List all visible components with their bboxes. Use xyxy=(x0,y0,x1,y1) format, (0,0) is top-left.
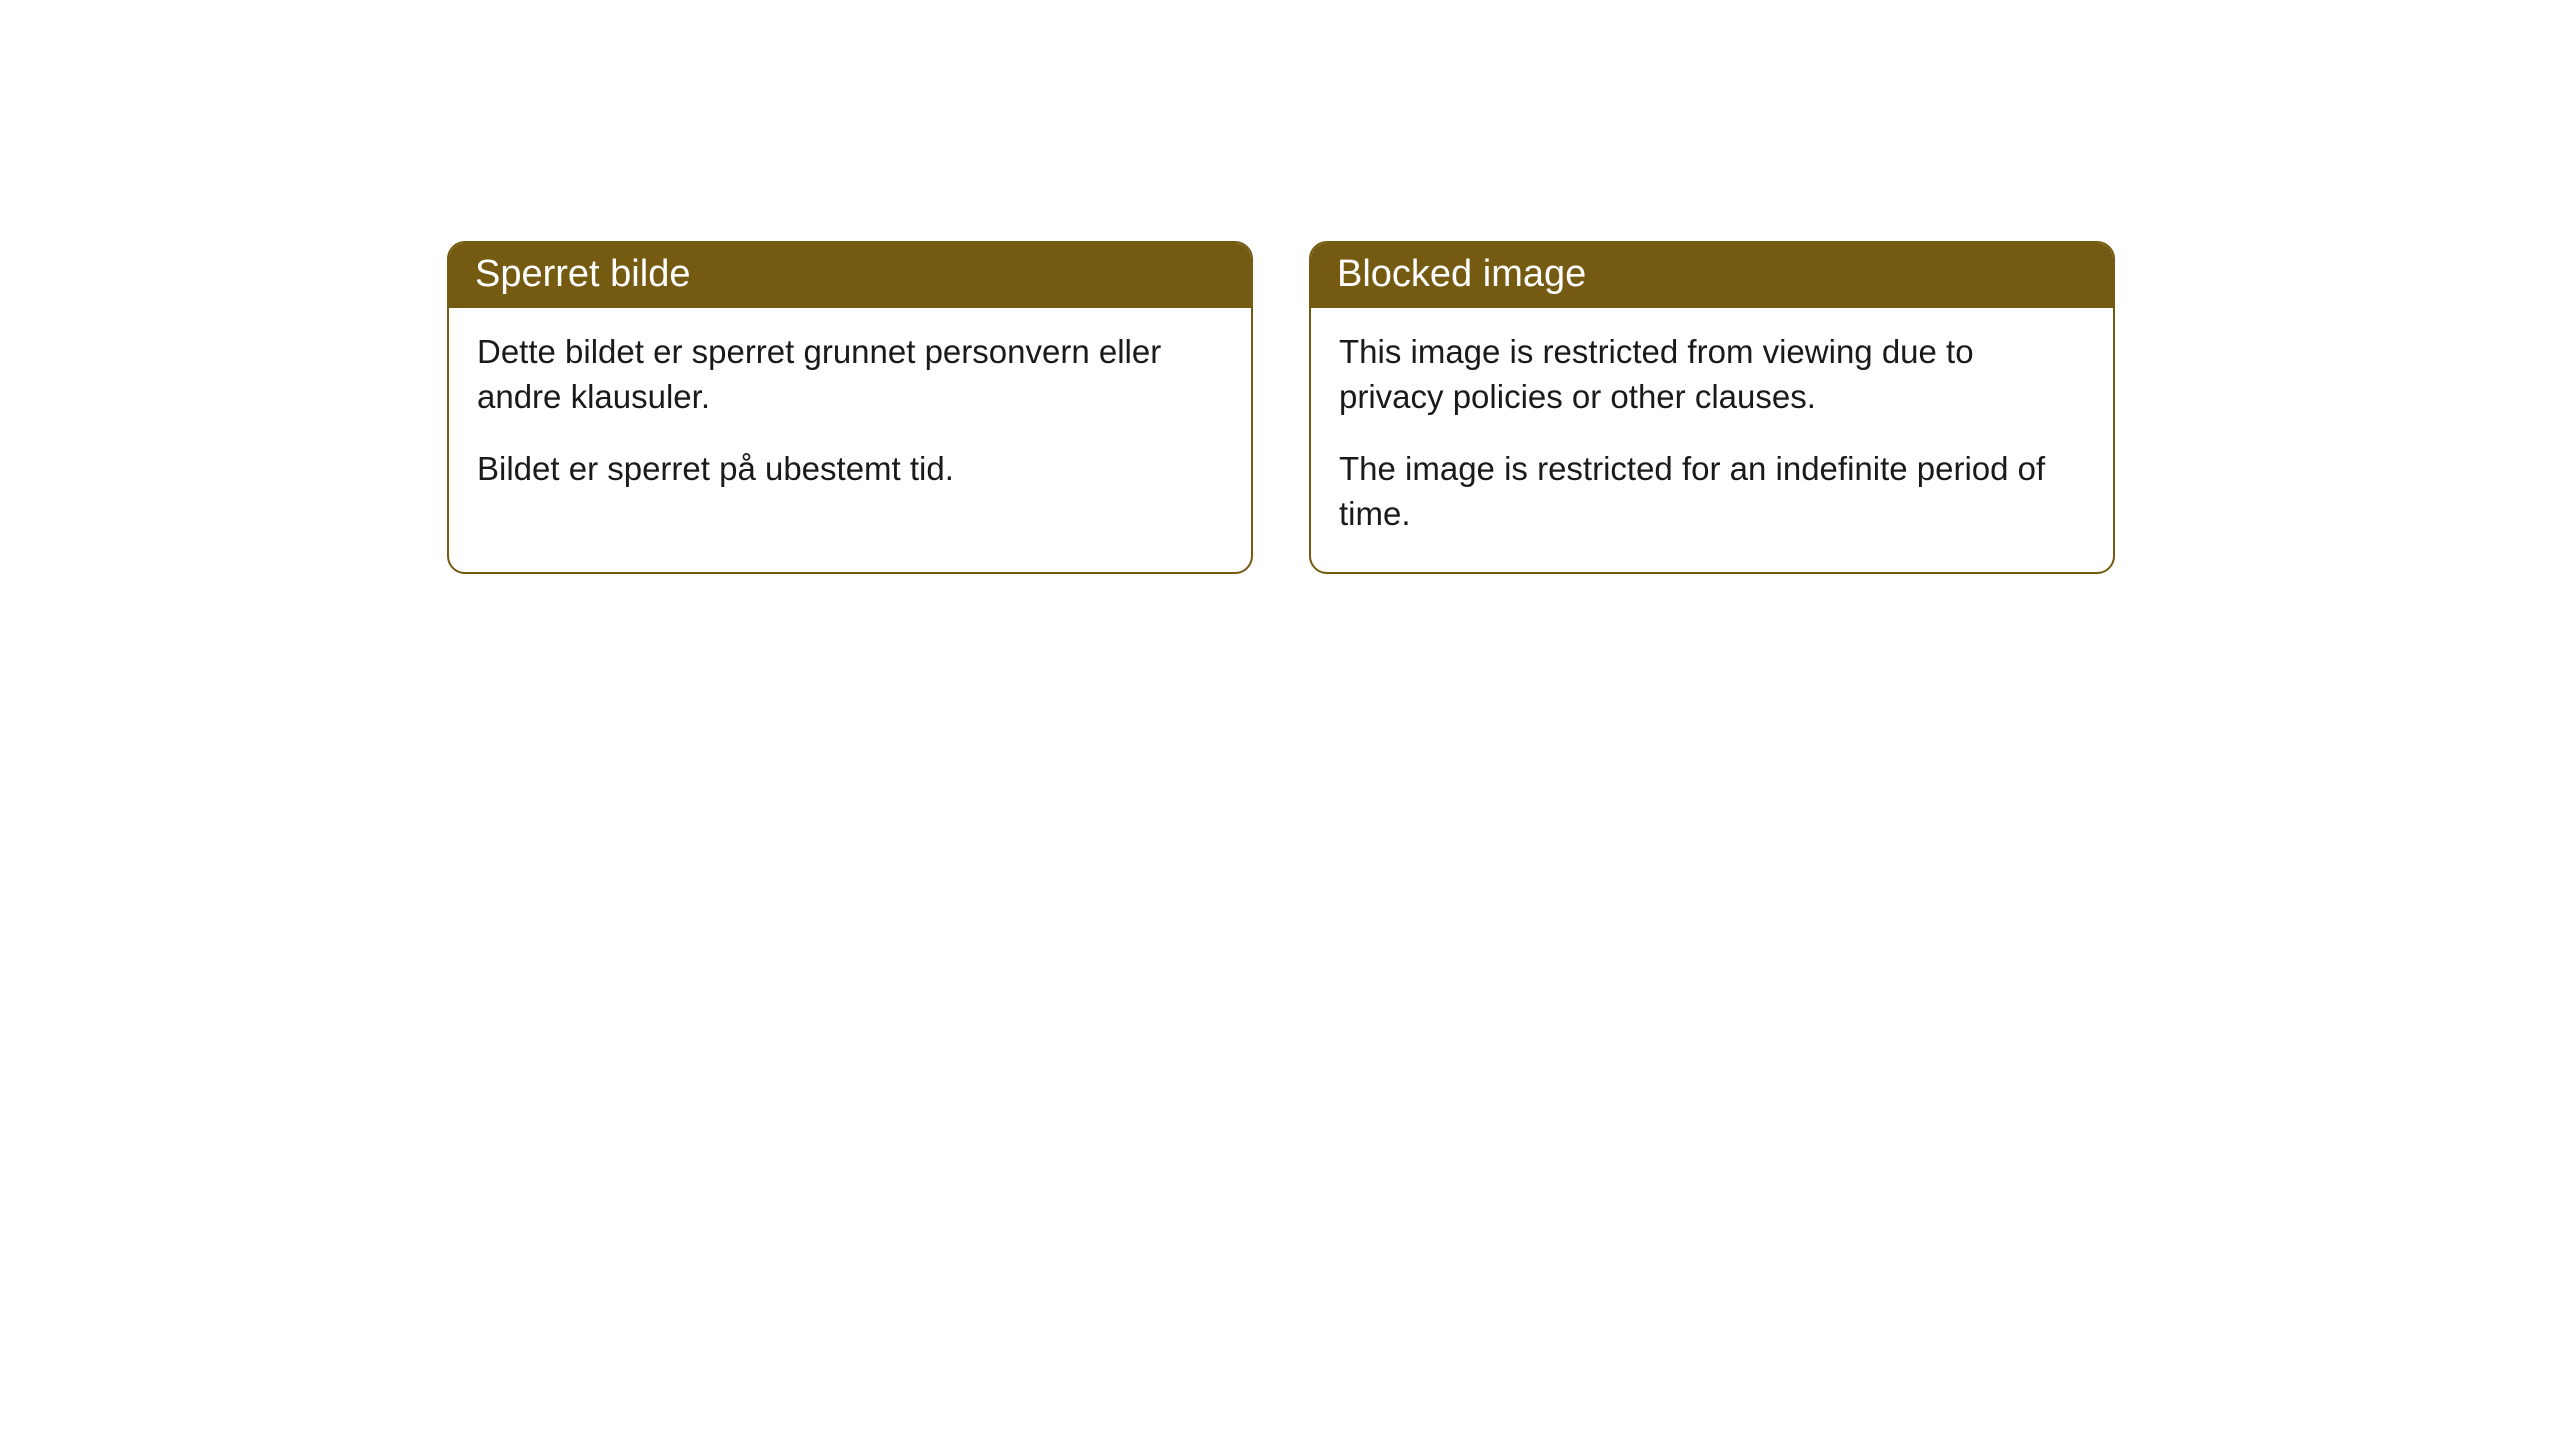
card-header-no: Sperret bilde xyxy=(449,243,1251,308)
card-paragraph-no-1: Dette bildet er sperret grunnet personve… xyxy=(477,330,1223,419)
card-title-en: Blocked image xyxy=(1337,253,1586,295)
card-title-no: Sperret bilde xyxy=(475,253,690,295)
card-paragraph-en-2: The image is restricted for an indefinit… xyxy=(1339,447,2085,536)
blocked-image-card-en: Blocked image This image is restricted f… xyxy=(1309,241,2115,574)
blocked-image-card-no: Sperret bilde Dette bildet er sperret gr… xyxy=(447,241,1253,574)
card-paragraph-no-2: Bildet er sperret på ubestemt tid. xyxy=(477,447,1223,492)
card-body-no: Dette bildet er sperret grunnet personve… xyxy=(449,308,1251,528)
card-body-en: This image is restricted from viewing du… xyxy=(1311,308,2113,572)
info-cards-container: Sperret bilde Dette bildet er sperret gr… xyxy=(447,241,2115,574)
card-paragraph-en-1: This image is restricted from viewing du… xyxy=(1339,330,2085,419)
card-header-en: Blocked image xyxy=(1311,243,2113,308)
